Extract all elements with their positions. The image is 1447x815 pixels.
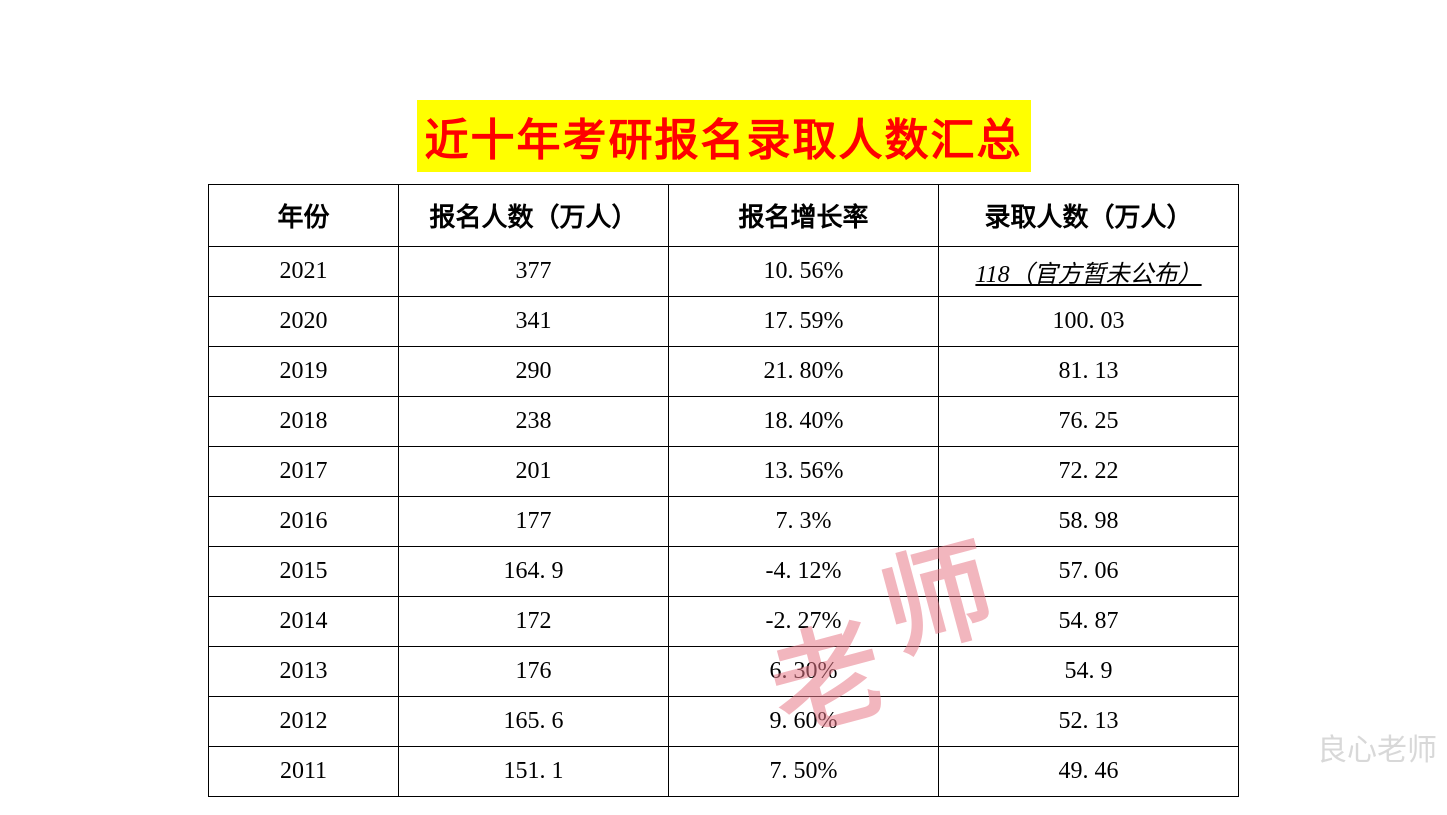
table-cell: 72. 22: [939, 447, 1239, 497]
table-cell: 341: [399, 297, 669, 347]
table-cell: 377: [399, 247, 669, 297]
table-cell: 21. 80%: [669, 347, 939, 397]
table-cell: 2014: [209, 597, 399, 647]
table-cell: 2013: [209, 647, 399, 697]
table-cell: 164. 9: [399, 547, 669, 597]
table-cell: 9. 60%: [669, 697, 939, 747]
table-cell: -2. 27%: [669, 597, 939, 647]
table-cell: 81. 13: [939, 347, 1239, 397]
table-cell: 17. 59%: [669, 297, 939, 347]
table-cell: 52. 13: [939, 697, 1239, 747]
table-cell: 172: [399, 597, 669, 647]
page-container: 近十年考研报名录取人数汇总 年份报名人数（万人）报名增长率录取人数（万人） 20…: [0, 0, 1447, 797]
table-cell: 76. 25: [939, 397, 1239, 447]
page-title: 近十年考研报名录取人数汇总: [417, 100, 1031, 172]
table-header: 年份报名人数（万人）报名增长率录取人数（万人）: [209, 185, 1239, 247]
table-cell: 58. 98: [939, 497, 1239, 547]
table-cell: 2017: [209, 447, 399, 497]
table-cell: 54. 87: [939, 597, 1239, 647]
table-cell: 2018: [209, 397, 399, 447]
table-cell: 177: [399, 497, 669, 547]
table-cell: 10. 56%: [669, 247, 939, 297]
table-cell: 6. 30%: [669, 647, 939, 697]
table-row: 2015164. 9-4. 12%57. 06: [209, 547, 1239, 597]
table-row: 201720113. 56%72. 22: [209, 447, 1239, 497]
table-cell: 54. 9: [939, 647, 1239, 697]
table-row: 202137710. 56%118（官方暂未公布）: [209, 247, 1239, 297]
column-header-0: 年份: [209, 185, 399, 247]
table-cell: 238: [399, 397, 669, 447]
table-row: 20161777. 3%58. 98: [209, 497, 1239, 547]
table-cell: 100. 03: [939, 297, 1239, 347]
table-cell: 2016: [209, 497, 399, 547]
table-row: 202034117. 59%100. 03: [209, 297, 1239, 347]
table-cell: 118（官方暂未公布）: [939, 247, 1239, 297]
column-header-3: 录取人数（万人）: [939, 185, 1239, 247]
table-cell: 7. 50%: [669, 747, 939, 797]
table-cell: 49. 46: [939, 747, 1239, 797]
table-row: 2012165. 69. 60%52. 13: [209, 697, 1239, 747]
table-row: 2014172-2. 27%54. 87: [209, 597, 1239, 647]
data-table: 年份报名人数（万人）报名增长率录取人数（万人） 202137710. 56%11…: [208, 184, 1239, 797]
table-row: 201823818. 40%76. 25: [209, 397, 1239, 447]
table-row: 2011151. 17. 50%49. 46: [209, 747, 1239, 797]
table-cell: 57. 06: [939, 547, 1239, 597]
table-cell: 151. 1: [399, 747, 669, 797]
table-cell: 201: [399, 447, 669, 497]
table-row: 201929021. 80%81. 13: [209, 347, 1239, 397]
table-cell: 2015: [209, 547, 399, 597]
table-cell: 2020: [209, 297, 399, 347]
header-row: 年份报名人数（万人）报名增长率录取人数（万人）: [209, 185, 1239, 247]
table-row: 20131766. 30%54. 9: [209, 647, 1239, 697]
table-body: 202137710. 56%118（官方暂未公布）202034117. 59%1…: [209, 247, 1239, 797]
table-cell: 290: [399, 347, 669, 397]
column-header-1: 报名人数（万人）: [399, 185, 669, 247]
table-cell: 2019: [209, 347, 399, 397]
table-cell: 13. 56%: [669, 447, 939, 497]
table-cell: 2011: [209, 747, 399, 797]
table-cell: 2021: [209, 247, 399, 297]
table-cell: -4. 12%: [669, 547, 939, 597]
table-cell: 7. 3%: [669, 497, 939, 547]
table-cell: 165. 6: [399, 697, 669, 747]
column-header-2: 报名增长率: [669, 185, 939, 247]
table-cell: 2012: [209, 697, 399, 747]
table-cell: 176: [399, 647, 669, 697]
table-cell: 18. 40%: [669, 397, 939, 447]
